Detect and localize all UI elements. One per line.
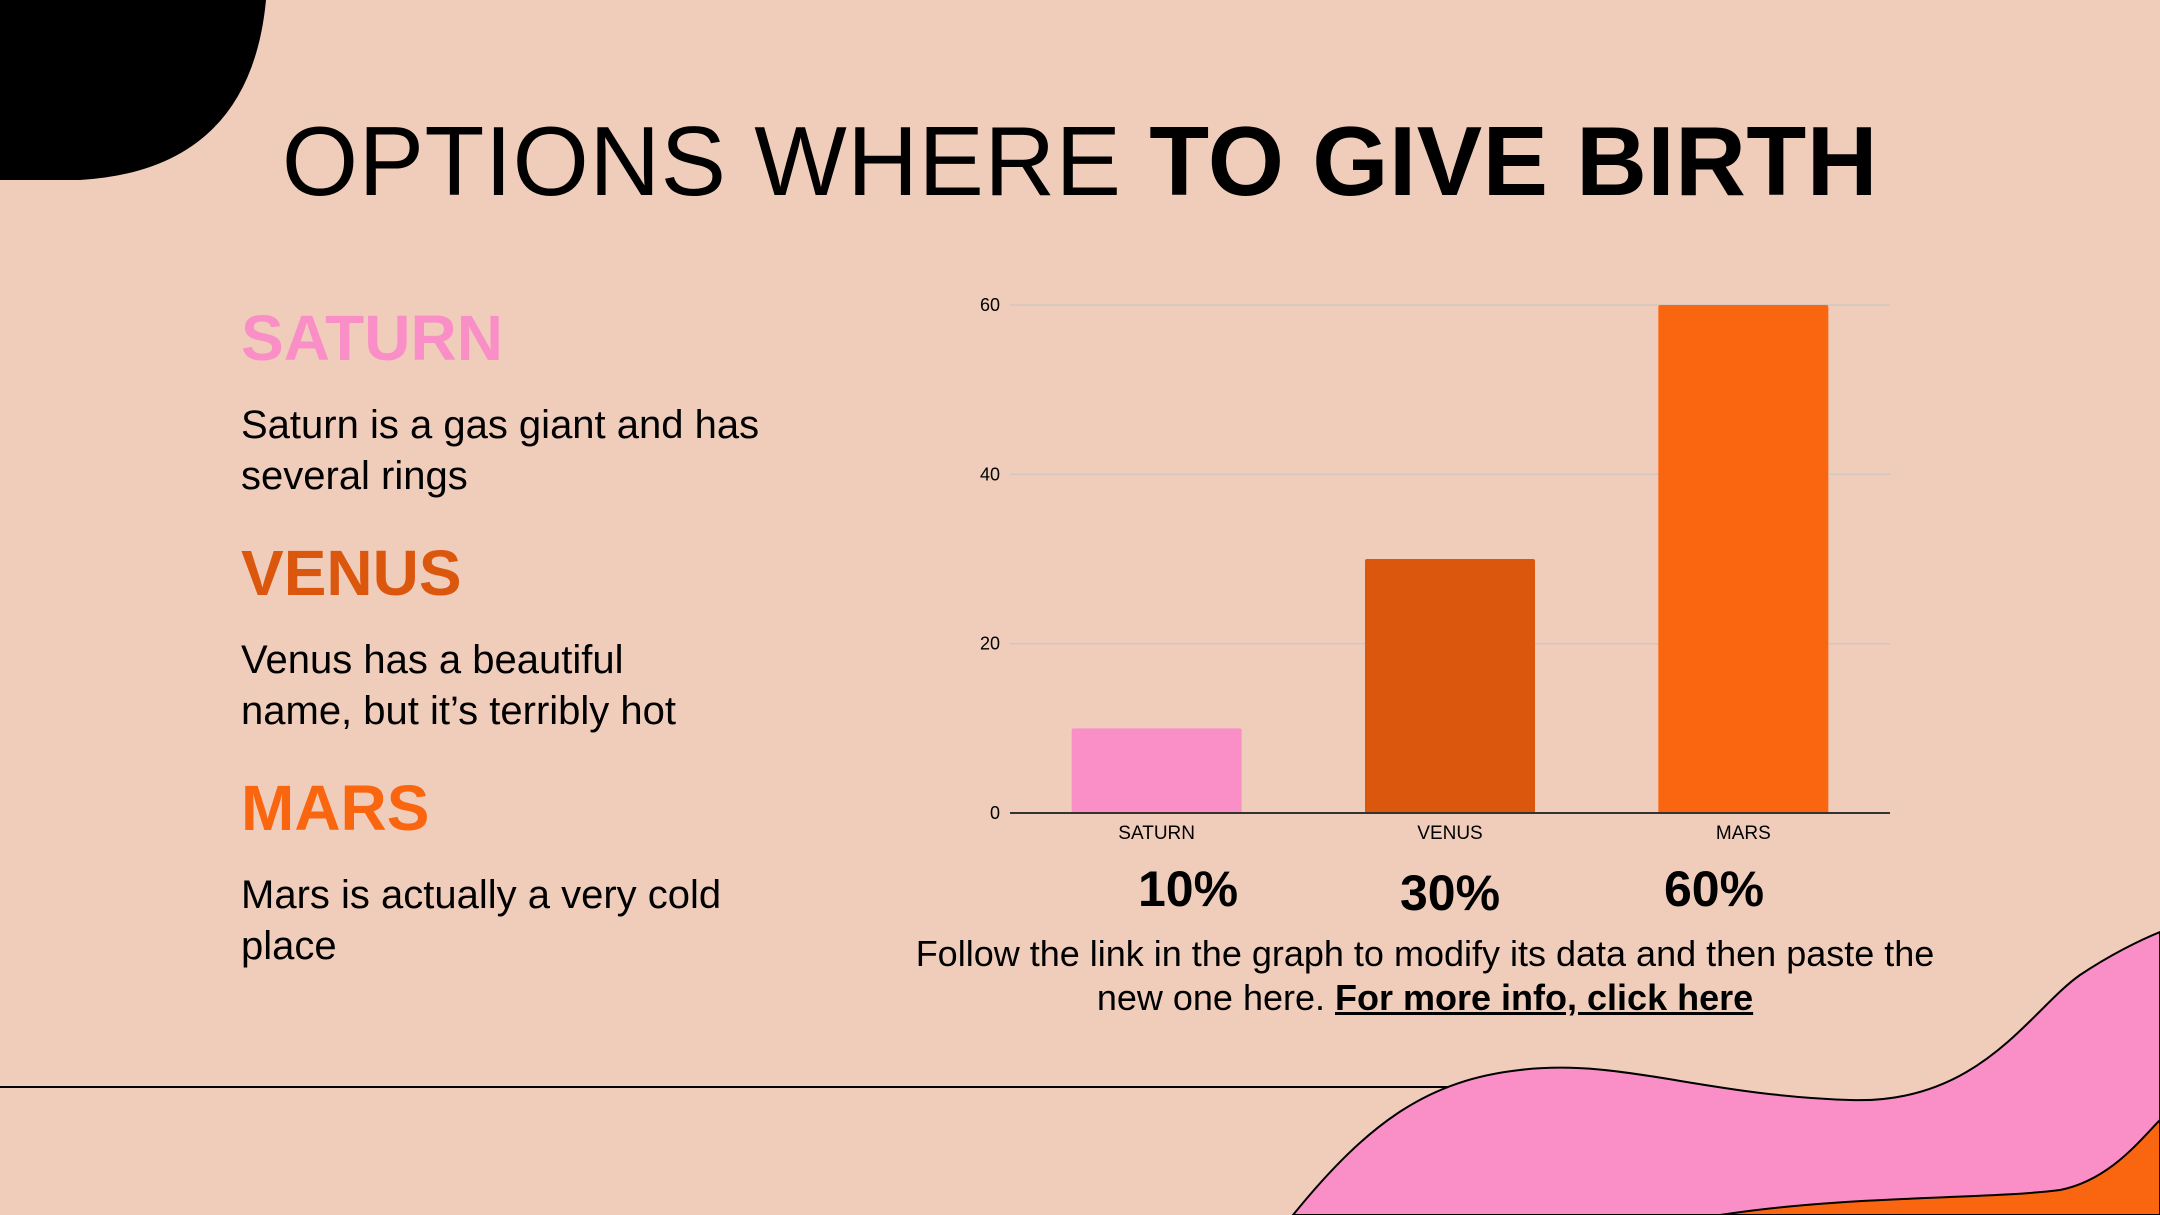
bar-saturn [1071, 728, 1242, 813]
x-tick-label: VENUS [1417, 823, 1482, 844]
y-tick-label: 0 [990, 803, 1000, 823]
orange-wave [1719, 1118, 2160, 1215]
footnote-text: Follow the link in the graph to modify i… [915, 933, 1935, 1018]
item-venus: VENUS Venus has a beautiful name, but it… [241, 537, 881, 737]
title-regular: OPTIONS WHERE [281, 106, 1150, 216]
footnote: Follow the link in the graph to modify i… [900, 932, 1950, 1020]
corner-blob [0, 0, 266, 180]
x-tick-label: SATURN [1118, 823, 1195, 844]
pink-wave [1291, 930, 2160, 1215]
item-heading: MARS [241, 772, 430, 844]
more-info-link[interactable]: For more info, click here [1335, 977, 1754, 1018]
percentage-saturn: 10% [1137, 861, 1239, 917]
slide-title: OPTIONS WHERE TO GIVE BIRTH [0, 106, 2160, 216]
item-saturn: SATURN Saturn is a gas giant and has sev… [241, 302, 881, 502]
item-heading: SATURN [241, 302, 503, 374]
x-tick-label: MARS [1716, 823, 1771, 844]
percentage-mars: 60% [1663, 861, 1765, 917]
title-bold: TO GIVE BIRTH [1149, 106, 1879, 216]
bar-venus [1365, 559, 1535, 813]
bar-mars [1658, 305, 1829, 813]
item-text: Venus has a beautiful name, but it’s ter… [241, 638, 677, 734]
percentage-venus: 30% [1399, 865, 1501, 921]
y-tick-label: 40 [980, 464, 1000, 484]
item-mars: MARS Mars is actually a very cold place [241, 772, 881, 972]
item-heading: VENUS [241, 537, 462, 609]
item-text: Saturn is a gas giant and has several ri… [241, 403, 760, 499]
y-tick-label: 60 [980, 295, 1000, 315]
y-tick-label: 20 [980, 634, 1000, 654]
item-text: Mars is actually a very cold place [241, 873, 722, 969]
